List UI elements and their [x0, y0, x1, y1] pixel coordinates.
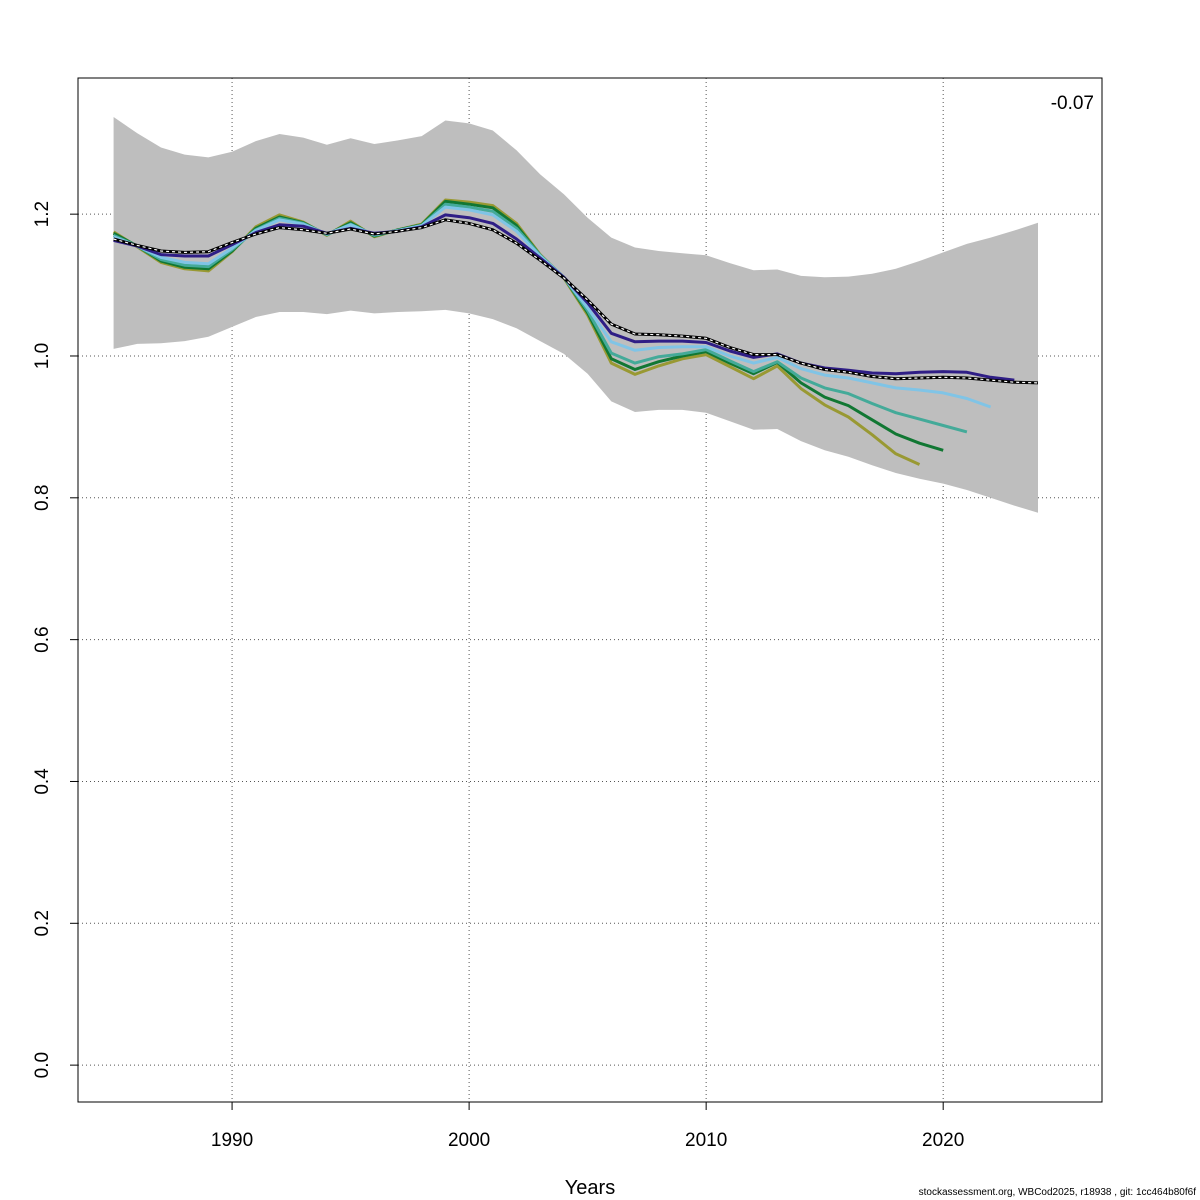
y-tick-label: 0.0: [32, 1052, 53, 1078]
y-tick-label: 1.2: [32, 201, 53, 227]
confidence-band: [113, 117, 1039, 513]
y-tick-label: 1.0: [32, 343, 53, 369]
x-tick-label: 2000: [448, 1130, 490, 1151]
x-axis-title: Years: [565, 1177, 615, 1199]
y-axis-ticks: 0.0 0.2 0.4 0.6 0.8 1.0 1.2: [32, 201, 78, 1078]
x-tick-label: 2010: [685, 1130, 727, 1151]
x-tick-label: 2020: [922, 1130, 964, 1151]
plot-frame: [77, 77, 1103, 1103]
mohn-rho-annotation: -0.07: [1051, 93, 1094, 114]
confidence-band-layer: [113, 117, 1039, 513]
y-tick-label: 0.8: [32, 485, 53, 511]
y-tick-label: 0.2: [32, 910, 53, 936]
y-tick-label: 0.4: [32, 768, 53, 795]
series-line: [113, 218, 1039, 385]
y-tick-label: 0.6: [32, 626, 53, 652]
footer-credit: stockassessment.org, WBCod2025, r18938 ,…: [918, 1187, 1196, 1198]
x-tick-label: 1990: [211, 1130, 253, 1151]
x-axis-ticks: 1990 2000 2010 2020: [211, 1102, 964, 1151]
series-layer: [112, 198, 1039, 466]
